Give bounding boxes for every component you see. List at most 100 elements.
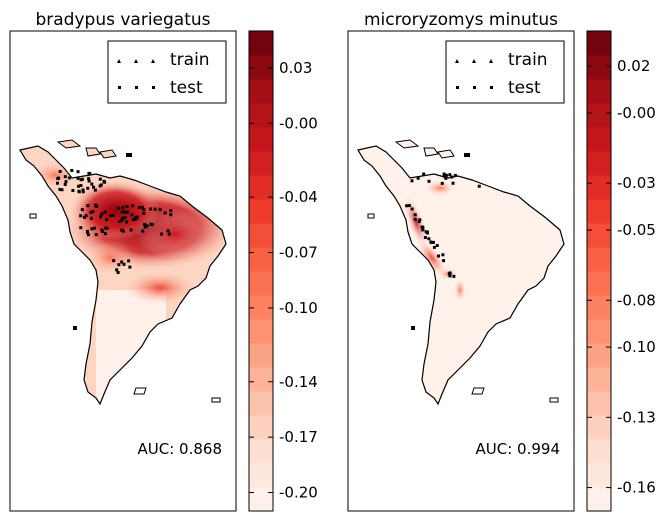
occurrence-point (426, 230, 430, 234)
occurrence-point (418, 218, 422, 222)
hotspot (424, 180, 456, 196)
colorbar-band (249, 55, 273, 80)
panel-1-auc: AUC: 0.868 (138, 440, 222, 458)
panel-1-title: bradypus variegatus (35, 10, 210, 30)
occurrence-point (142, 211, 146, 215)
occurrence-point (140, 205, 144, 209)
occurrence-point (421, 228, 425, 232)
occurrence-point (153, 207, 157, 211)
occurrence-point (77, 184, 81, 188)
colorbar-band (587, 487, 611, 512)
occurrence-point (86, 231, 90, 235)
occurrence-point (130, 213, 134, 217)
colorbar-band (249, 271, 273, 296)
occurrence-point (129, 228, 133, 232)
occurrence-point (442, 174, 446, 178)
occurrence-point (417, 220, 421, 224)
hotspot (84, 240, 136, 276)
occurrence-point (423, 236, 427, 240)
occurrence-point (94, 203, 98, 207)
occurrence-point (79, 178, 83, 182)
colorbar-band (249, 343, 273, 368)
occurrence-point (427, 237, 431, 241)
occurrence-point (143, 225, 147, 229)
occurrence-point (79, 226, 83, 230)
occurrence-point (123, 210, 127, 214)
occurrence-point (413, 217, 417, 221)
occurrence-point (58, 170, 62, 174)
occurrence-point (410, 207, 414, 211)
colorbar-tick-label: -0.03 (617, 174, 656, 192)
occurrence-point (70, 168, 74, 172)
occurrence-point (120, 218, 124, 222)
occurrence-point (93, 226, 97, 230)
colorbar-tick-label: -0.10 (617, 338, 656, 356)
occurrence-point (55, 181, 59, 185)
colorbar-band (587, 199, 611, 224)
legend-test-label: test (508, 78, 541, 98)
colorbar-tick-label: 0.02 (617, 57, 650, 75)
colorbar-band (249, 31, 273, 56)
legend-test-label: test (170, 78, 203, 98)
colorbar-1: 0.03 -0.00 -0.04 -0.07 -0.10 -0.14 -0.17 -0.20 (248, 30, 318, 512)
occurrence-point (81, 188, 85, 192)
occurrence-point (86, 233, 90, 237)
colorbar-tick-label: 0.03 (279, 59, 312, 77)
occurrence-point (427, 179, 431, 183)
colorbar-band (249, 103, 273, 128)
panel-2-legend: train test (445, 40, 565, 104)
occurrence-point (77, 190, 81, 194)
occurrence-point (444, 173, 448, 177)
colorbar-2-frame (586, 30, 612, 512)
colorbar-band (249, 439, 273, 464)
colorbar-tick-label: -0.05 (617, 221, 656, 239)
colorbar-band (249, 391, 273, 416)
panel-1: bradypus variegatus (9, 10, 237, 512)
occurrence-point (416, 176, 420, 180)
occurrence-point (122, 262, 126, 266)
occurrence-point (92, 185, 96, 189)
occurrence-point (420, 225, 424, 229)
panel-2: microryzomys minutus train (347, 10, 575, 512)
occurrence-point (477, 184, 481, 188)
occurrence-point (83, 215, 87, 219)
occurrence-point (407, 204, 411, 208)
occurrence-point (84, 214, 88, 218)
legend-train-label: train (508, 50, 548, 70)
legend-test-marker (118, 86, 155, 89)
colorbar-band (587, 247, 611, 272)
colorbar-band (249, 463, 273, 488)
occurrence-point (442, 172, 446, 176)
occurrence-point (143, 222, 147, 226)
occurrence-point (63, 182, 67, 186)
occurrence-point (448, 173, 452, 177)
occurrence-point (441, 253, 445, 257)
colorbar-band (587, 151, 611, 176)
occurrence-point (93, 188, 97, 192)
occurrence-point (135, 215, 139, 219)
occurrence-point (437, 254, 441, 258)
occurrence-point (120, 260, 124, 264)
occurrence-point (86, 204, 90, 208)
occurrence-point (100, 228, 104, 232)
occurrence-point (90, 227, 94, 231)
occurrence-point (90, 182, 94, 186)
colorbar-tick-label: -0.00 (279, 114, 318, 132)
occurrence-point (100, 212, 104, 216)
occurrence-point (444, 176, 448, 180)
colorbar-1-frame (248, 30, 274, 512)
occurrence-point (123, 215, 127, 219)
occurrence-point (127, 259, 131, 263)
panel-1-islands (29, 139, 221, 403)
colorbar-tick-label: -0.04 (279, 188, 318, 206)
occurrence-point (104, 226, 108, 230)
occurrence-point (64, 180, 68, 184)
occurrence-point (63, 175, 67, 179)
colorbar-band (249, 295, 273, 320)
colorbar-tick-label: -0.00 (617, 104, 656, 122)
hotspot (454, 278, 466, 302)
occurrence-point (98, 215, 102, 219)
occurrence-point (86, 186, 90, 190)
occurrence-point (142, 208, 146, 212)
panel-1-points (55, 168, 173, 275)
